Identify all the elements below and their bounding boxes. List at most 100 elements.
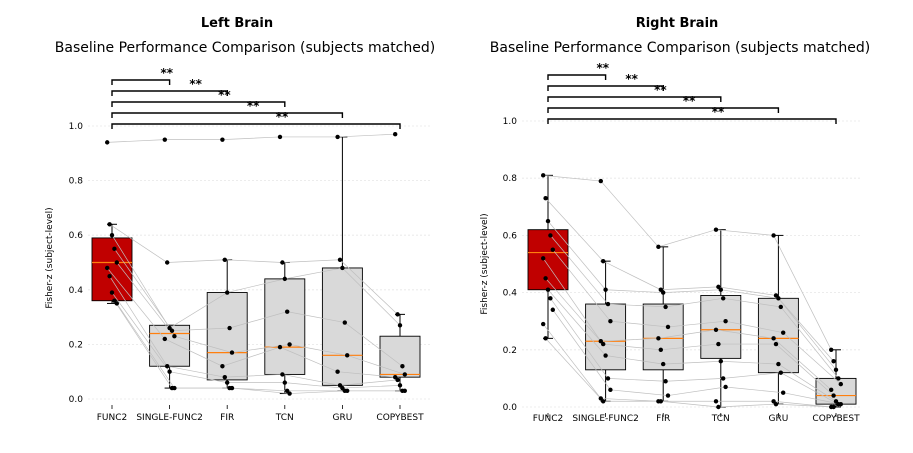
box-fir xyxy=(642,303,684,371)
left-panel-header: Left Brain xyxy=(201,16,273,31)
panel-right: 0.0 0.2 0.4 0.6 0.8 1.0 Fisher-z (subject-leve… xyxy=(480,61,862,424)
x-tick-label: GRU xyxy=(768,414,788,424)
subject-point xyxy=(716,404,721,410)
subject-point xyxy=(776,361,781,367)
subject-line xyxy=(111,292,401,389)
subject-line xyxy=(547,220,837,371)
subject-point xyxy=(172,385,177,391)
subject-point xyxy=(608,319,613,324)
significance-bracket xyxy=(111,112,344,118)
subject-point xyxy=(829,387,834,393)
significance-label: ** xyxy=(218,88,231,102)
significance-label: ** xyxy=(712,105,725,119)
subject-point xyxy=(608,387,613,393)
subject-point xyxy=(227,325,232,331)
subject-point xyxy=(402,372,407,377)
subject-line xyxy=(547,289,837,402)
subject-point xyxy=(280,372,285,377)
subject-point xyxy=(781,390,786,395)
box-single-func2 xyxy=(149,324,191,367)
subject-point xyxy=(605,376,611,381)
subject-point xyxy=(222,374,227,380)
subject-point xyxy=(395,312,400,317)
subject-point xyxy=(225,380,230,385)
y-tick-label: 0.8 xyxy=(69,177,84,187)
significance-label: ** xyxy=(683,94,696,108)
subject-point xyxy=(829,347,834,352)
subject-point xyxy=(545,218,551,224)
subject-point xyxy=(287,342,292,347)
subject-point xyxy=(661,361,666,367)
subject-point xyxy=(287,391,292,396)
subject-point xyxy=(162,137,167,142)
subject-point xyxy=(838,381,843,387)
subject-point xyxy=(831,359,836,364)
panel-left: 0.0 0.2 0.4 0.6 0.8 1.0 Fisher-z (subject-leve… xyxy=(45,66,430,423)
subject-point xyxy=(548,233,553,238)
subject-point xyxy=(165,364,170,369)
subject-point xyxy=(345,353,350,358)
subject-point xyxy=(550,247,555,252)
subject-point xyxy=(543,276,548,281)
significance-label: ** xyxy=(247,99,260,113)
significance-bracket xyxy=(111,90,228,96)
subject-point xyxy=(277,134,283,140)
box-fir xyxy=(206,292,248,381)
subject-point xyxy=(393,131,398,137)
subject-point xyxy=(220,137,225,142)
y-tick-label: 0.0 xyxy=(69,395,84,405)
subject-point xyxy=(721,296,726,301)
left-panel-title: Baseline Performance Comparison (subject… xyxy=(55,40,435,56)
subject-point xyxy=(225,290,230,295)
x-tick-label: SINGLE-FUNC2 xyxy=(136,413,203,423)
subject-point xyxy=(220,364,225,369)
subject-point xyxy=(541,173,546,178)
subject-point xyxy=(656,336,661,341)
x-tick-label: COPYBEST xyxy=(812,414,860,424)
subject-line xyxy=(542,323,832,408)
subject-point xyxy=(548,296,553,301)
subject-point xyxy=(713,227,719,232)
subject-point xyxy=(713,327,719,332)
subject-point xyxy=(277,344,283,350)
subject-point xyxy=(282,276,287,282)
x-tick-label: FUNC2 xyxy=(533,414,564,424)
significance-bracket xyxy=(547,118,837,124)
significance-label: ** xyxy=(654,83,667,97)
y-axis-label: Fisher-z (subject-level) xyxy=(480,213,490,314)
subject-point xyxy=(658,399,663,404)
subject-point xyxy=(773,341,779,347)
subject-point xyxy=(397,383,403,388)
significance-label: ** xyxy=(161,66,174,80)
right-panel-header: Right Brain xyxy=(636,16,719,31)
subject-line xyxy=(109,223,398,315)
subject-line xyxy=(543,174,832,350)
right-panel-title: Baseline Performance Comparison (subject… xyxy=(490,40,870,56)
subject-point xyxy=(658,347,663,352)
subject-point xyxy=(229,350,235,355)
subject-point xyxy=(335,134,340,140)
significance-label: ** xyxy=(276,110,289,124)
subject-point xyxy=(397,323,403,328)
subject-point xyxy=(109,290,115,295)
significance-label: ** xyxy=(189,77,202,91)
significance-bracket xyxy=(547,85,664,91)
subject-point xyxy=(169,328,175,333)
box-gru xyxy=(757,297,799,374)
subject-line xyxy=(107,133,396,143)
subject-point xyxy=(718,287,723,292)
y-tick-label: 0.6 xyxy=(69,231,84,241)
subject-point xyxy=(543,336,548,341)
subject-line xyxy=(114,248,403,367)
subject-line xyxy=(111,235,401,329)
box-tcn xyxy=(700,295,742,359)
subject-point xyxy=(335,369,340,374)
x-tick-label: SINGLE-FUNC2 xyxy=(572,414,639,424)
significance-bracket xyxy=(547,74,607,80)
subject-point xyxy=(713,399,719,404)
subject-point xyxy=(598,178,603,184)
x-tick-label: FIR xyxy=(656,414,670,424)
subject-point xyxy=(541,321,546,327)
subject-point xyxy=(105,265,110,271)
significance-bracket xyxy=(547,107,780,113)
